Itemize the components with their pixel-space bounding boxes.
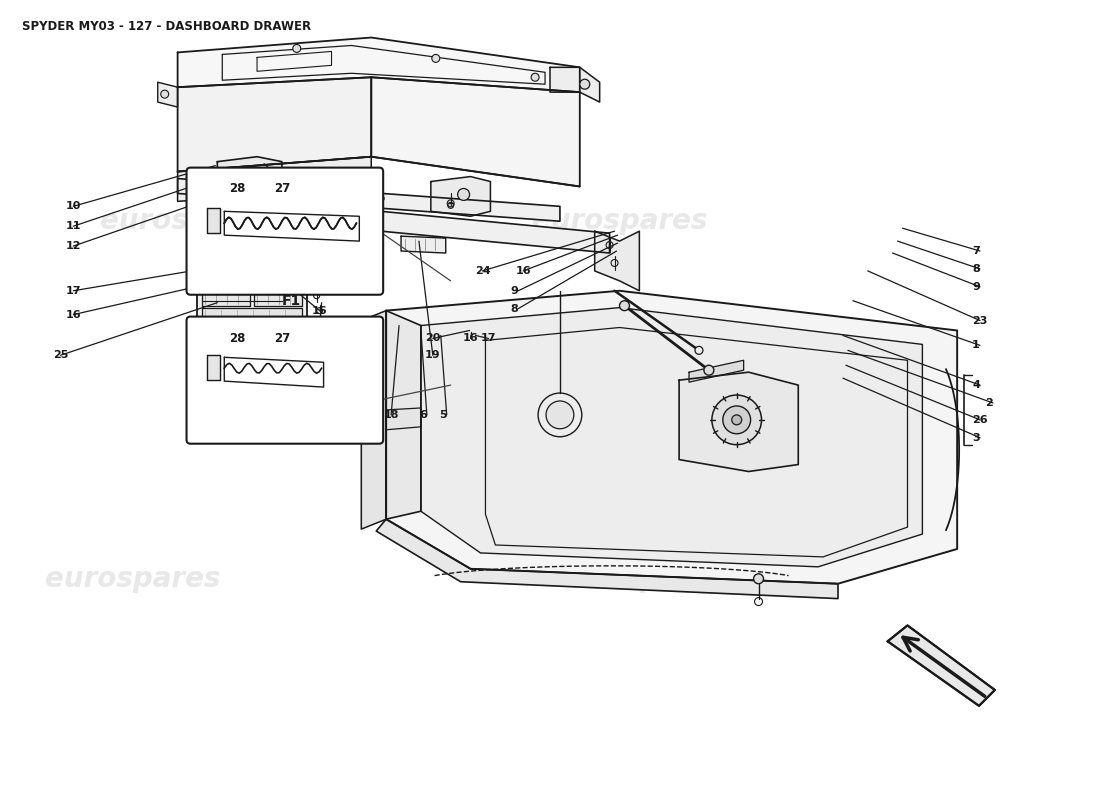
Text: 17: 17 <box>66 286 81 296</box>
Text: 8: 8 <box>972 264 980 274</box>
Polygon shape <box>888 626 994 706</box>
Polygon shape <box>177 178 560 222</box>
Text: 27: 27 <box>274 182 290 195</box>
Text: 2: 2 <box>984 398 992 408</box>
Circle shape <box>378 195 384 202</box>
Circle shape <box>309 189 315 194</box>
Circle shape <box>239 181 245 186</box>
Text: 10: 10 <box>66 202 81 211</box>
Polygon shape <box>157 82 177 107</box>
Text: 24: 24 <box>475 266 491 276</box>
Polygon shape <box>550 67 600 102</box>
Text: 1: 1 <box>972 340 980 350</box>
Polygon shape <box>689 360 744 382</box>
Text: 17: 17 <box>311 286 327 296</box>
Text: 15: 15 <box>301 218 317 227</box>
Text: eurospares: eurospares <box>531 207 707 235</box>
Circle shape <box>546 401 574 429</box>
Text: eurospares: eurospares <box>100 207 275 235</box>
Text: 16: 16 <box>463 334 478 343</box>
Text: 13: 13 <box>301 199 317 210</box>
Text: 14: 14 <box>301 235 318 245</box>
Polygon shape <box>402 236 446 253</box>
Circle shape <box>448 202 453 208</box>
Circle shape <box>244 178 256 190</box>
Text: 21: 21 <box>297 347 312 358</box>
Text: 7: 7 <box>972 246 980 256</box>
Text: 23: 23 <box>972 315 988 326</box>
Text: 9: 9 <box>972 282 980 292</box>
Circle shape <box>619 301 629 310</box>
Circle shape <box>732 415 741 425</box>
Polygon shape <box>431 177 491 216</box>
Polygon shape <box>224 358 323 387</box>
FancyBboxPatch shape <box>187 317 383 444</box>
Polygon shape <box>198 271 307 335</box>
Text: eurospares: eurospares <box>551 565 727 593</box>
Text: 18: 18 <box>384 410 399 420</box>
Polygon shape <box>361 310 386 529</box>
Circle shape <box>580 79 590 89</box>
Circle shape <box>531 74 539 82</box>
Polygon shape <box>679 372 799 471</box>
Text: 26: 26 <box>972 415 988 425</box>
Text: 27: 27 <box>274 332 290 345</box>
Polygon shape <box>376 519 838 598</box>
Text: 9: 9 <box>510 286 518 296</box>
Text: SPYDER MY03 - 127 - DASHBOARD DRAWER: SPYDER MY03 - 127 - DASHBOARD DRAWER <box>22 20 311 33</box>
Circle shape <box>161 90 168 98</box>
Polygon shape <box>386 310 421 519</box>
Circle shape <box>538 393 582 437</box>
Text: eurospares: eurospares <box>45 565 221 593</box>
Text: 12: 12 <box>66 241 81 251</box>
Polygon shape <box>254 276 301 306</box>
Polygon shape <box>202 276 250 306</box>
Text: 25: 25 <box>53 350 68 360</box>
Polygon shape <box>257 202 272 219</box>
Polygon shape <box>177 78 372 171</box>
Text: F1: F1 <box>283 294 301 308</box>
Text: 28: 28 <box>229 182 245 195</box>
Text: 3: 3 <box>972 433 980 442</box>
Polygon shape <box>386 408 421 430</box>
Polygon shape <box>177 38 580 92</box>
Text: 20: 20 <box>426 334 441 343</box>
Polygon shape <box>595 231 639 290</box>
Polygon shape <box>218 157 282 206</box>
Text: 17: 17 <box>481 334 496 343</box>
Text: 22: 22 <box>311 326 327 335</box>
Text: 11: 11 <box>66 222 81 231</box>
Polygon shape <box>386 290 957 584</box>
Polygon shape <box>177 157 372 202</box>
Circle shape <box>723 406 750 434</box>
Polygon shape <box>382 211 609 253</box>
Circle shape <box>695 346 703 354</box>
Polygon shape <box>208 208 220 233</box>
FancyBboxPatch shape <box>187 168 383 294</box>
Text: 5: 5 <box>439 410 447 420</box>
Polygon shape <box>224 211 360 241</box>
Text: 28: 28 <box>229 332 245 345</box>
Circle shape <box>432 54 440 62</box>
Text: 6: 6 <box>419 410 427 420</box>
Text: 4: 4 <box>972 380 980 390</box>
Text: 16: 16 <box>515 266 531 276</box>
Polygon shape <box>202 308 301 333</box>
Circle shape <box>293 45 300 53</box>
Text: 16: 16 <box>66 310 81 319</box>
Polygon shape <box>421 308 923 567</box>
Circle shape <box>712 395 761 445</box>
Text: 19: 19 <box>425 350 441 360</box>
Text: 16: 16 <box>311 306 328 316</box>
Text: 8: 8 <box>510 304 518 314</box>
Circle shape <box>754 574 763 584</box>
Circle shape <box>704 366 714 375</box>
Polygon shape <box>372 78 580 186</box>
Circle shape <box>458 189 470 200</box>
Polygon shape <box>208 355 220 380</box>
